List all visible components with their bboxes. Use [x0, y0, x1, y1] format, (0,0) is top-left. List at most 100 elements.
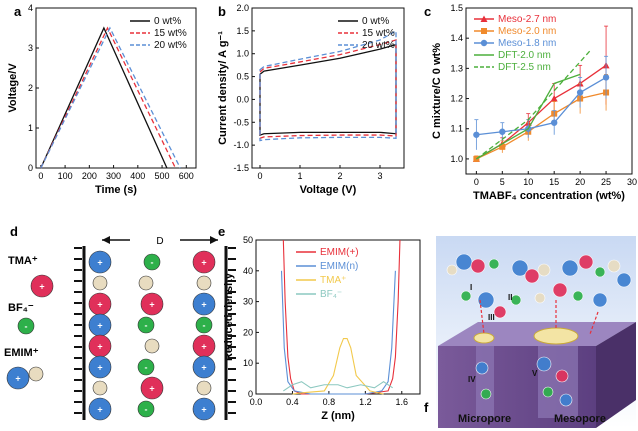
data-point-circle [550, 119, 558, 126]
y-tick-label: 1.5 [236, 26, 249, 36]
x-tick-label: 0 [257, 171, 262, 181]
y-tick-label: 50 [243, 235, 253, 245]
ion-path-arrow [589, 311, 599, 335]
bf4-ion-icon [143, 253, 161, 271]
ion-charge-sign: + [201, 363, 206, 373]
x-tick-label: 25 [601, 177, 611, 187]
marker-iv: IV [468, 375, 476, 384]
y-tick-label: 0 [248, 389, 253, 399]
emim-ion-icon [475, 361, 489, 375]
panel-letter-e: e [218, 224, 225, 239]
x-tick-label: 1.6 [396, 397, 409, 407]
legend-label: Meso-2.7 nm [498, 14, 556, 25]
y-tick-label: 2 [28, 83, 33, 93]
emim-ion-icon [88, 355, 112, 379]
chart-c: 0 5 10 15 20 25 30 1.0 1.1 1.2 1.3 1.4 1.5 TMABF₄ con… [431, 3, 637, 202]
ion-charge-sign: + [97, 363, 102, 373]
mesopore-label: Mesopore [554, 413, 606, 425]
y-axis-label: C mixture/C 0 wt% [431, 43, 443, 139]
gap-label: D [156, 236, 163, 247]
ion-stack: + - + + - + + + + + - - + + + - + + + - + [6, 246, 236, 421]
micropore-channel [476, 346, 494, 418]
gap-label-bg [130, 232, 180, 248]
y-tick-label: 1.5 [450, 3, 463, 13]
ion-charge-sign: - [145, 321, 148, 331]
bf4-ion-icon [137, 316, 155, 334]
tma-ion-icon [524, 268, 540, 284]
bf4-ion-icon [542, 386, 554, 398]
legend-label: 20 wt% [154, 40, 187, 51]
emim-ion-icon [6, 366, 30, 390]
x-tick-label: 15 [549, 177, 559, 187]
y-axis-label: Voltage/V [7, 63, 19, 113]
series-line [476, 76, 607, 136]
bf4-ion-icon [480, 388, 492, 400]
x-tick-label: 1.2 [359, 397, 372, 407]
micropore-opening [473, 332, 495, 344]
emim-ion-icon [559, 393, 573, 407]
bf4-ion-icon [510, 294, 522, 306]
tma-ion-icon [140, 292, 164, 316]
ion-charge-sign: + [97, 342, 102, 352]
tma-ion-icon [552, 282, 568, 298]
y-axis-label: Current density/ A g⁻¹ [217, 31, 229, 145]
bf4-ion-icon [137, 358, 155, 376]
y-tick-label: 0 [28, 163, 33, 173]
emim-ion-icon [192, 397, 216, 421]
y-tick-label: 1 [28, 123, 33, 133]
data-point-square [481, 28, 487, 34]
emim-ion-icon [511, 259, 529, 277]
beige-ion-icon [28, 366, 44, 382]
y-tick-label: -0.5 [233, 117, 249, 127]
pore-schematic-d: D + - + + - + + + + + - - + + + - + + + - + TMA⁺ BF₄⁻ EMIM⁺ [4, 232, 236, 421]
tma-ion-icon [30, 274, 54, 298]
x-tick-label: 600 [179, 171, 194, 181]
legend-label: Meso-1.8 nm [498, 38, 556, 49]
tma-ion-icon [192, 250, 216, 274]
y-tick-label: 2.0 [236, 3, 249, 13]
x-tick-label: 200 [82, 171, 97, 181]
x-tick-label: 10 [523, 177, 533, 187]
gap-arrow-right-icon [210, 236, 218, 244]
legend-bf4-label: BF₄⁻ [8, 302, 34, 314]
x-tick-label: 20 [575, 177, 585, 187]
y-tick-label: 40 [243, 266, 253, 276]
chart-b: 0 1 2 3 -1.5 -1.0 -0.5 0.0 0.5 1.0 1.5 2.0 Voltage (… [217, 3, 405, 196]
ion-charge-sign: - [151, 258, 154, 268]
y-tick-label: 0.5 [236, 72, 249, 82]
density-curve [280, 270, 396, 395]
beige-ion-icon [607, 259, 621, 273]
beige-ion-icon [196, 380, 212, 396]
panel-letter-b: b [218, 4, 226, 19]
emim-ion-icon [192, 355, 216, 379]
emim-ion-icon [88, 397, 112, 421]
density-curve [283, 381, 393, 392]
legend-label: EMIM(+) [320, 247, 359, 258]
ion-path-arrow [479, 299, 485, 335]
legend-label: BF₄⁻ [320, 289, 342, 300]
data-point-circle [576, 89, 584, 96]
tma-ion-icon [578, 254, 594, 270]
cv-loop [259, 43, 397, 136]
ion-charge-sign: - [25, 322, 28, 332]
panel-letter-c: c [424, 4, 431, 19]
ion-charge-sign: + [97, 258, 102, 268]
legend-tma-label: TMA⁺ [8, 255, 38, 267]
data-point-square [499, 143, 506, 150]
legend-label: 0 wt% [154, 16, 181, 27]
data-point-circle [499, 128, 506, 135]
series-line [475, 49, 591, 160]
x-tick-label: 100 [58, 171, 73, 181]
panel-letter-a: a [14, 4, 22, 19]
marker-i: I [470, 283, 472, 292]
legend-label: 15 wt% [154, 28, 187, 39]
emim-ion-icon [592, 292, 608, 308]
bf4-ion-icon [572, 290, 584, 302]
bf4-ion-icon [594, 266, 606, 278]
bf4-ion-icon [488, 258, 500, 270]
x-tick-label: 0.4 [286, 397, 299, 407]
y-tick-label: 1.2 [450, 94, 463, 104]
x-tick-label: 1 [297, 171, 302, 181]
